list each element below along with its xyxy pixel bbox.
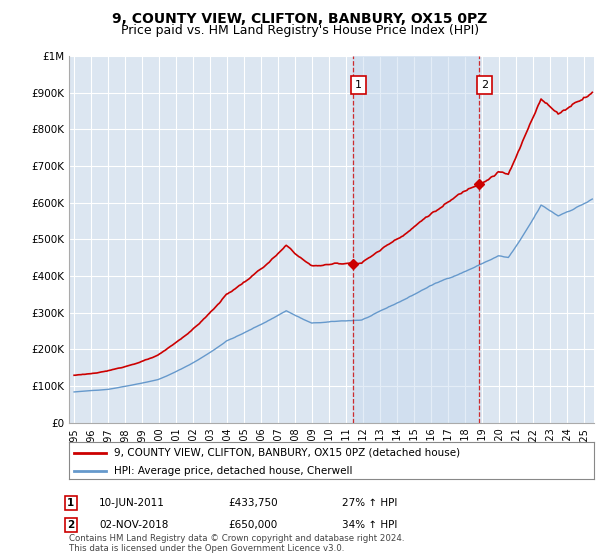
- Text: 10-JUN-2011: 10-JUN-2011: [99, 498, 165, 508]
- Text: 9, COUNTY VIEW, CLIFTON, BANBURY, OX15 0PZ: 9, COUNTY VIEW, CLIFTON, BANBURY, OX15 0…: [112, 12, 488, 26]
- Text: Price paid vs. HM Land Registry's House Price Index (HPI): Price paid vs. HM Land Registry's House …: [121, 24, 479, 36]
- Text: 9, COUNTY VIEW, CLIFTON, BANBURY, OX15 0PZ (detached house): 9, COUNTY VIEW, CLIFTON, BANBURY, OX15 0…: [113, 447, 460, 458]
- Text: £650,000: £650,000: [228, 520, 277, 530]
- Text: 1: 1: [355, 80, 362, 90]
- Bar: [353, 56, 479, 423]
- Text: 27% ↑ HPI: 27% ↑ HPI: [342, 498, 397, 508]
- Text: HPI: Average price, detached house, Cherwell: HPI: Average price, detached house, Cher…: [113, 466, 352, 476]
- Text: 34% ↑ HPI: 34% ↑ HPI: [342, 520, 397, 530]
- Text: 2: 2: [481, 80, 488, 90]
- Text: 1: 1: [67, 498, 74, 508]
- Text: £433,750: £433,750: [228, 498, 278, 508]
- Text: 2: 2: [67, 520, 74, 530]
- Text: Contains HM Land Registry data © Crown copyright and database right 2024.
This d: Contains HM Land Registry data © Crown c…: [69, 534, 404, 553]
- Text: 02-NOV-2018: 02-NOV-2018: [99, 520, 169, 530]
